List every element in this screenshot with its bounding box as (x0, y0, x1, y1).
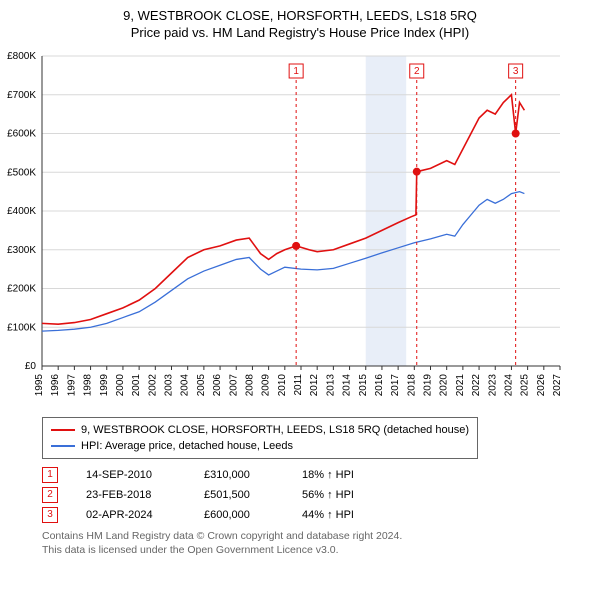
svg-text:2004: 2004 (180, 374, 191, 397)
sale-date: 23-FEB-2018 (86, 485, 176, 505)
page-title: 9, WESTBROOK CLOSE, HORSFORTH, LEEDS, LS… (0, 0, 600, 23)
price-chart: £0 £100K £200K £300K £400K £500K £600K £700K £80… (0, 46, 600, 406)
svg-text:2025: 2025 (520, 374, 531, 397)
svg-text:£600K: £600K (7, 129, 36, 140)
svg-text:1995: 1995 (34, 374, 45, 397)
svg-text:1997: 1997 (66, 374, 77, 397)
sale-hpi: 44% ↑ HPI (302, 505, 392, 525)
svg-text:2020: 2020 (439, 374, 450, 397)
svg-text:1: 1 (293, 66, 299, 77)
svg-text:2022: 2022 (471, 374, 482, 397)
svg-text:2023: 2023 (487, 374, 498, 397)
svg-text:2027: 2027 (552, 374, 563, 397)
sale-price: £310,000 (204, 465, 274, 485)
svg-text:2000: 2000 (115, 374, 126, 397)
svg-text:£200K: £200K (7, 284, 36, 295)
svg-text:£800K: £800K (7, 51, 36, 62)
sale-date: 14-SEP-2010 (86, 465, 176, 485)
footer-line: Contains HM Land Registry data © Crown c… (42, 529, 590, 543)
sale-row: 2 23-FEB-2018 £501,500 56% ↑ HPI (42, 485, 590, 505)
sale-row: 3 02-APR-2024 £600,000 44% ↑ HPI (42, 505, 590, 525)
legend-row: HPI: Average price, detached house, Leed… (51, 438, 469, 454)
svg-text:2019: 2019 (423, 374, 434, 397)
svg-text:2009: 2009 (261, 374, 272, 397)
svg-text:2001: 2001 (131, 374, 142, 397)
svg-text:2003: 2003 (164, 374, 175, 397)
svg-text:2008: 2008 (244, 374, 255, 397)
svg-text:£100K: £100K (7, 322, 36, 333)
svg-text:£300K: £300K (7, 245, 36, 256)
svg-text:2005: 2005 (196, 374, 207, 397)
svg-text:£500K: £500K (7, 167, 36, 178)
svg-text:2017: 2017 (390, 374, 401, 397)
sale-marker: 3 (42, 507, 58, 523)
sale-date: 02-APR-2024 (86, 505, 176, 525)
svg-text:£700K: £700K (7, 90, 36, 101)
svg-text:2013: 2013 (325, 374, 336, 397)
svg-text:2006: 2006 (212, 374, 223, 397)
page: 9, WESTBROOK CLOSE, HORSFORTH, LEEDS, LS… (0, 0, 600, 557)
svg-text:2024: 2024 (503, 374, 514, 397)
footer-line: This data is licensed under the Open Gov… (42, 543, 590, 557)
svg-text:£400K: £400K (7, 206, 36, 217)
legend-label: HPI: Average price, detached house, Leed… (81, 438, 293, 454)
svg-text:2012: 2012 (309, 374, 320, 397)
svg-text:2026: 2026 (536, 374, 547, 397)
svg-text:2: 2 (414, 66, 420, 77)
sale-marker: 1 (42, 467, 58, 483)
footer-attribution: Contains HM Land Registry data © Crown c… (42, 529, 590, 557)
sale-hpi: 18% ↑ HPI (302, 465, 392, 485)
sales-table: 1 14-SEP-2010 £310,000 18% ↑ HPI 2 23-FEB-201… (42, 465, 590, 525)
svg-text:1999: 1999 (99, 374, 110, 397)
sale-price: £501,500 (204, 485, 274, 505)
legend-row: 9, WESTBROOK CLOSE, HORSFORTH, LEEDS, LS… (51, 422, 469, 438)
sale-hpi: 56% ↑ HPI (302, 485, 392, 505)
svg-text:1996: 1996 (50, 374, 61, 397)
legend: 9, WESTBROOK CLOSE, HORSFORTH, LEEDS, LS… (42, 417, 478, 459)
sale-marker: 2 (42, 487, 58, 503)
legend-swatch (51, 429, 75, 431)
svg-text:2002: 2002 (147, 374, 158, 397)
svg-text:2021: 2021 (455, 374, 466, 397)
legend-swatch (51, 445, 75, 447)
svg-text:2010: 2010 (277, 374, 288, 397)
svg-text:1998: 1998 (83, 374, 94, 397)
chart-area: £0 £100K £200K £300K £400K £500K £600K £700K £80… (0, 46, 600, 411)
sale-row: 1 14-SEP-2010 £310,000 18% ↑ HPI (42, 465, 590, 485)
page-subtitle: Price paid vs. HM Land Registry's House … (0, 23, 600, 46)
legend-label: 9, WESTBROOK CLOSE, HORSFORTH, LEEDS, LS… (81, 422, 469, 438)
svg-text:2014: 2014 (342, 374, 353, 397)
svg-text:2016: 2016 (374, 374, 385, 397)
svg-text:3: 3 (513, 66, 519, 77)
svg-text:2015: 2015 (358, 374, 369, 397)
svg-text:2007: 2007 (228, 374, 239, 397)
svg-text:£0: £0 (25, 361, 37, 372)
sale-price: £600,000 (204, 505, 274, 525)
svg-text:2011: 2011 (293, 374, 304, 396)
svg-text:2018: 2018 (406, 374, 417, 397)
